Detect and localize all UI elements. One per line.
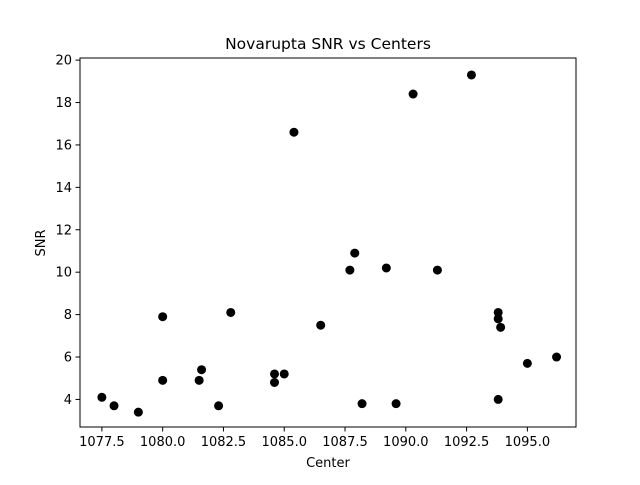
y-tick-label: 14 — [55, 181, 72, 196]
y-tick-label: 20 — [55, 54, 72, 69]
data-point — [270, 377, 280, 387]
x-tick-label: 1077.5 — [79, 435, 125, 450]
data-point — [97, 392, 107, 402]
x-tick-label: 1082.5 — [201, 435, 247, 450]
x-tick-label: 1085.0 — [261, 435, 307, 450]
data-point — [391, 399, 401, 409]
data-point — [522, 358, 532, 368]
data-points — [97, 70, 562, 417]
data-point — [158, 312, 168, 322]
x-tick-label: 1095.0 — [505, 435, 551, 450]
data-point — [197, 365, 207, 375]
data-point — [270, 369, 280, 379]
data-point — [493, 314, 503, 324]
y-tick-label: 6 — [64, 351, 72, 366]
data-point — [133, 407, 143, 417]
data-point — [466, 70, 476, 80]
x-tick-label: 1087.5 — [322, 435, 368, 450]
data-point — [493, 307, 503, 317]
data-point — [408, 89, 418, 99]
y-tick-label: 18 — [55, 96, 72, 111]
data-point — [493, 394, 503, 404]
y-tick-label: 12 — [55, 223, 72, 238]
data-point — [279, 369, 289, 379]
data-point — [432, 265, 442, 275]
x-tick-label: 1092.5 — [444, 435, 490, 450]
data-point — [552, 352, 562, 362]
data-point — [214, 401, 224, 411]
y-axis-label: SNR — [34, 229, 49, 256]
data-point — [226, 307, 236, 317]
data-point — [357, 399, 367, 409]
data-point — [109, 401, 119, 411]
y-tick-label: 4 — [64, 393, 72, 408]
chart-title: Novarupta SNR vs Centers — [225, 35, 431, 53]
data-point — [158, 375, 168, 385]
axis-ticks: 1077.5 1080.0 1082.5 1085.0 1087.5 1090.0 1092… — [55, 54, 550, 450]
y-tick-label: 8 — [64, 308, 72, 323]
data-point — [381, 263, 391, 273]
data-point — [194, 375, 204, 385]
x-axis-label: Center — [306, 456, 350, 471]
y-tick-label: 10 — [55, 266, 72, 281]
x-tick-label: 1090.0 — [383, 435, 429, 450]
y-tick-label: 16 — [55, 138, 72, 153]
data-point — [345, 265, 355, 275]
plot-area-frame — [79, 57, 577, 428]
x-tick-label: 1080.0 — [140, 435, 186, 450]
data-point — [289, 127, 299, 137]
data-point — [496, 322, 506, 332]
data-point — [350, 248, 360, 258]
data-point — [316, 320, 326, 330]
